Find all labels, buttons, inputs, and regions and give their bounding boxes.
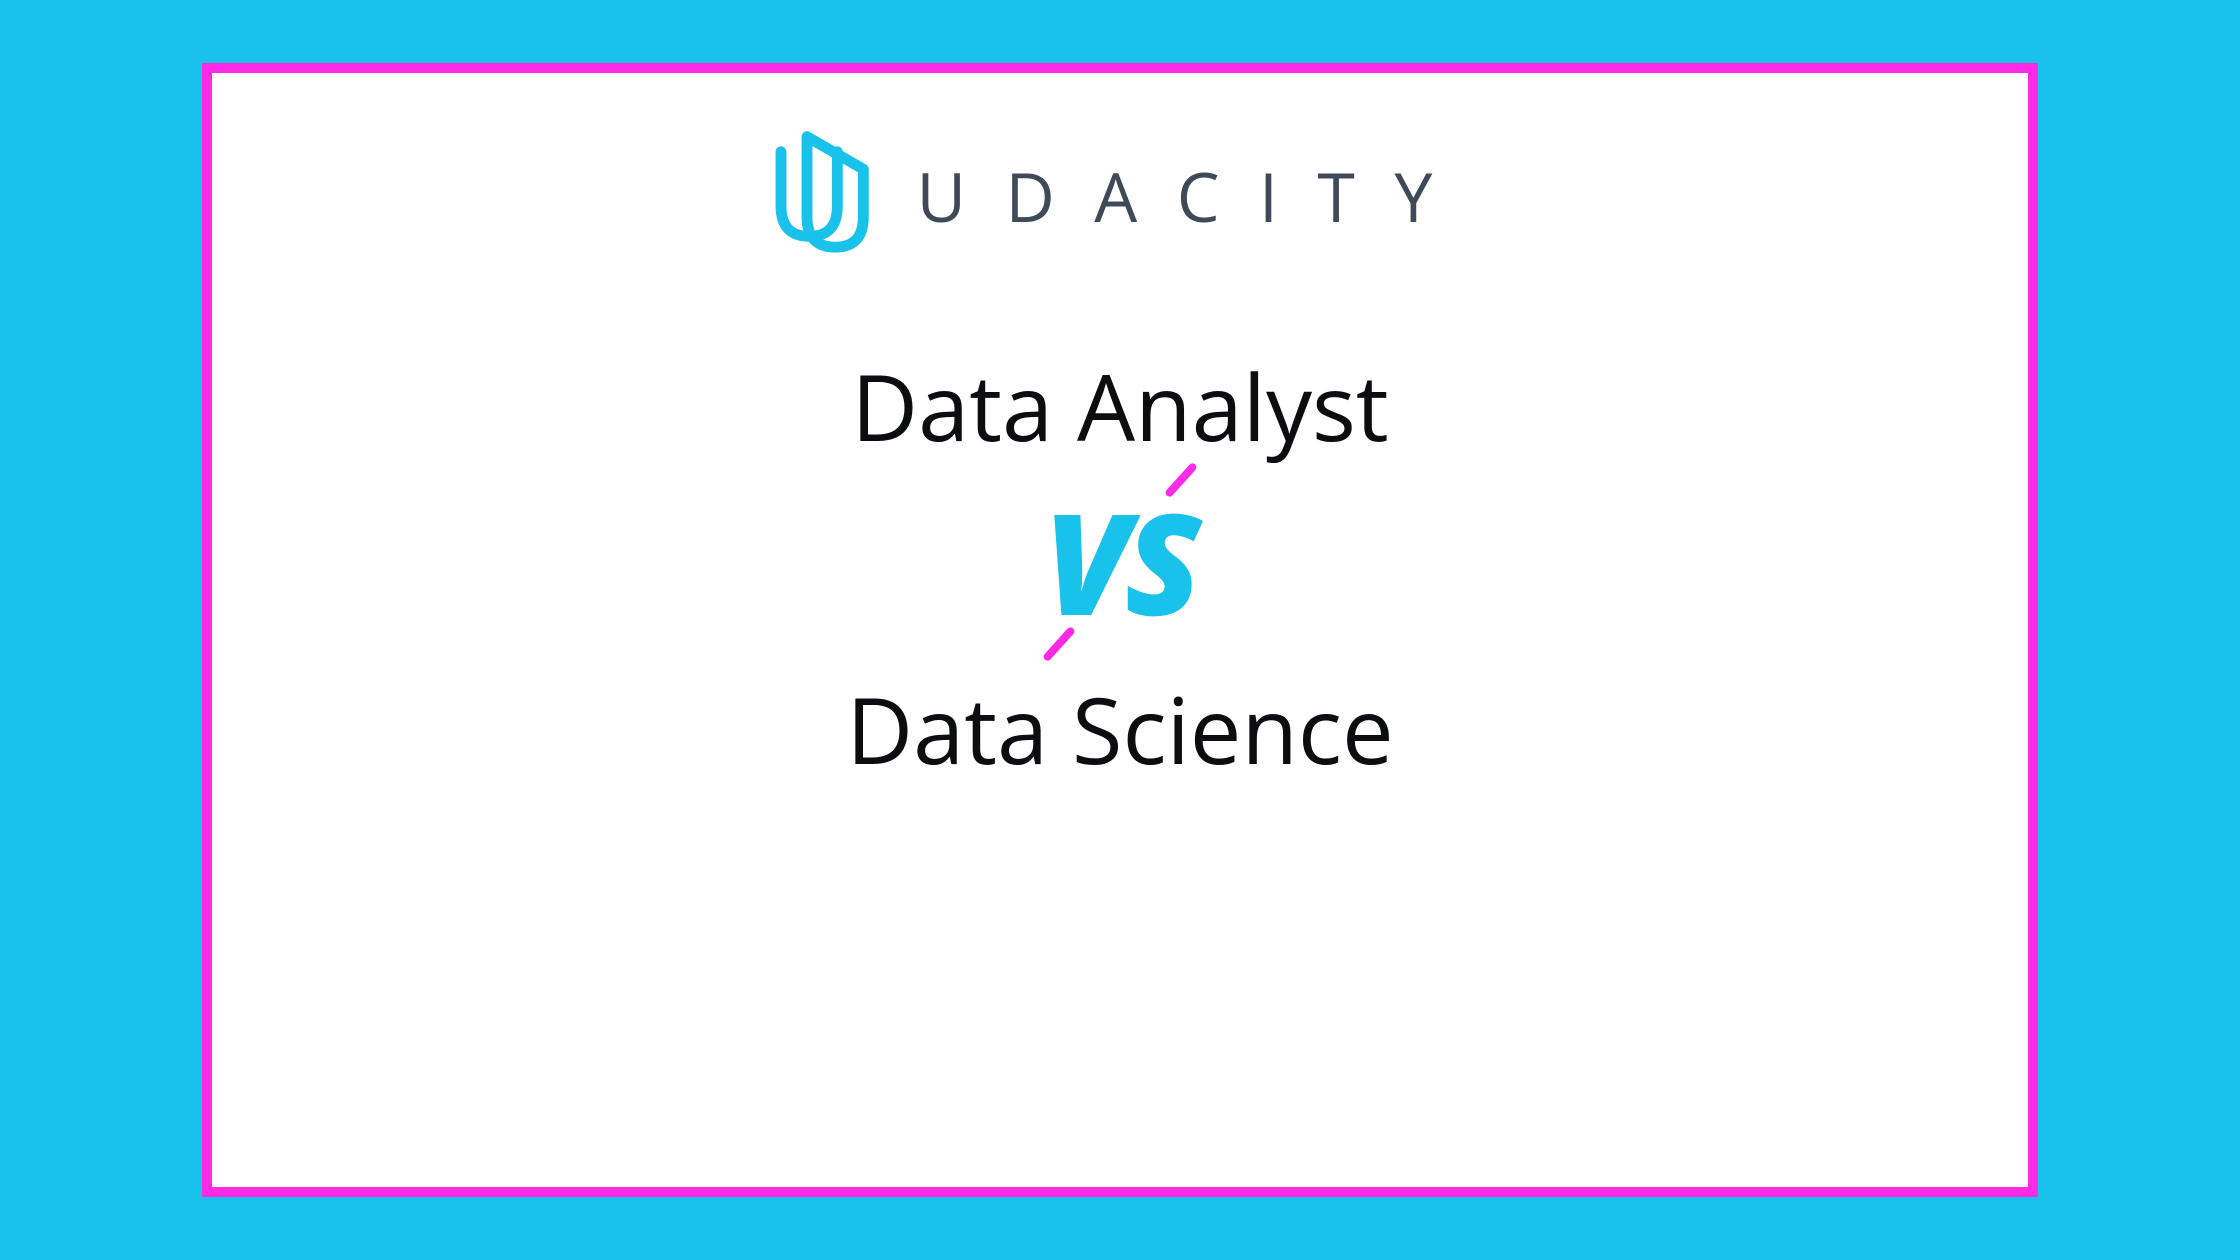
top-heading: Data Analyst xyxy=(851,343,1388,468)
vs-badge: VS xyxy=(1044,492,1196,632)
bottom-heading: Data Science xyxy=(846,666,1393,791)
outer-background: UDACITY Data Analyst VS Data Science xyxy=(0,0,2240,1260)
udacity-wordmark: UDACITY xyxy=(917,149,1472,242)
vs-text: VS xyxy=(1044,466,1196,657)
inner-white-panel: UDACITY Data Analyst VS Data Science xyxy=(212,73,2029,1187)
pink-border-frame: UDACITY Data Analyst VS Data Science xyxy=(202,63,2039,1197)
udacity-logo-icon xyxy=(768,128,876,263)
udacity-logo-row: UDACITY xyxy=(768,128,1472,263)
